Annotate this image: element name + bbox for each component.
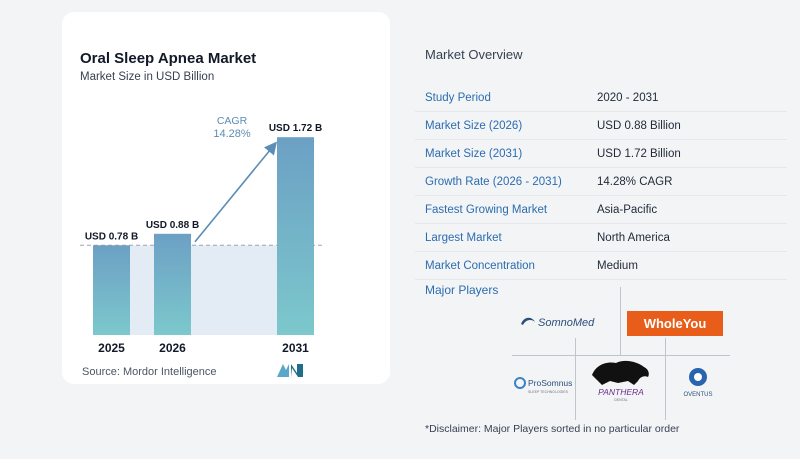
panthera-tagline: DENTAL [614,398,628,402]
overview-value: North America [597,231,670,244]
x-tick-label: 2025 [98,341,125,355]
x-tick-label: 2031 [282,341,309,355]
overview-value: 2020 - 2031 [597,91,659,104]
panther-icon [592,360,649,385]
grid-divider [512,355,730,356]
wholeyou-wordmark: WholeYou [643,316,707,331]
chart-source: Source: Mordor Intelligence [82,366,217,378]
overview-row: Growth Rate (2026 - 2031) 14.28% CAGR [415,168,787,196]
panthera-wordmark: PANTHERA [598,387,644,397]
overview-label: Growth Rate (2026 - 2031) [425,175,562,188]
overview-value: USD 1.72 Billion [597,147,681,160]
overview-row: Study Period 2020 - 2031 [415,84,787,112]
overview-row: Largest Market North America [415,224,787,252]
prosomnus-ring-icon [514,377,526,389]
bar-value-label: USD 0.78 B [85,231,138,242]
grid-divider [620,287,621,356]
disclaimer: *Disclaimer: Major Players sorted in no … [425,423,680,435]
bar-value-label: USD 0.88 B [146,220,199,231]
overview-row: Market Concentration Medium [415,252,787,280]
somnomed-logo: SomnoMed [521,317,595,329]
overview-label: Study Period [425,91,491,104]
bar-value-label: USD 1.72 B [269,123,322,134]
cagr-label: CAGR [217,115,248,127]
overview-value: USD 0.88 Billion [597,119,681,132]
mordor-logo-icon [277,364,303,377]
somnomed-wordmark: SomnoMed [538,317,595,329]
oventus-inner-icon [694,373,702,381]
overview-label: Largest Market [425,231,502,244]
somnomed-swoosh-icon [521,317,535,325]
chart-subtitle: Market Size in USD Billion [80,71,215,83]
bar-chart: USD 0.78 B 2025 USD 0.88 B 2026 USD 1.72 B 20… [80,115,324,355]
grid-divider [665,338,666,420]
bar-2025 [93,245,130,335]
prosomnus-wordmark: ProSomnus [528,378,572,388]
grid-divider [575,338,576,420]
bar-2031 [277,137,314,335]
prosomnus-logo: ProSomnus SLEEP TECHNOLOGIES [514,377,572,394]
overview-label: Market Size (2031) [425,147,523,160]
oventus-wordmark: OVENTUS [683,392,712,398]
overview-title: Market Overview [425,47,523,62]
players-title: Major Players [425,283,499,297]
overview-row: Market Size (2031) USD 1.72 Billion [415,140,787,168]
bar-2026 [154,233,191,335]
chart-title: Oral Sleep Apnea Market [80,50,257,67]
overview-row: Fastest Growing Market Asia-Pacific [415,196,787,224]
overview-value: Medium [597,259,638,272]
overview-row: Market Size (2026) USD 0.88 Billion [415,112,787,140]
cagr-value: 14.28% [213,128,251,140]
overview-table: Study Period 2020 - 2031 Market Size (20… [415,84,787,280]
cagr-arrow [194,141,278,243]
overview-label: Fastest Growing Market [425,203,548,216]
overview-value: Asia-Pacific [597,203,658,216]
panthera-logo: PANTHERA DENTAL [592,360,649,402]
prosomnus-tagline: SLEEP TECHNOLOGIES [528,390,569,394]
x-tick-label: 2026 [159,341,186,355]
overview-label: Market Size (2026) [425,119,523,132]
wholeyou-logo: WholeYou [627,311,723,336]
overview-label: Market Concentration [425,259,535,272]
overview-value: 14.28% CAGR [597,175,673,188]
oventus-logo: OVENTUS [683,368,713,398]
